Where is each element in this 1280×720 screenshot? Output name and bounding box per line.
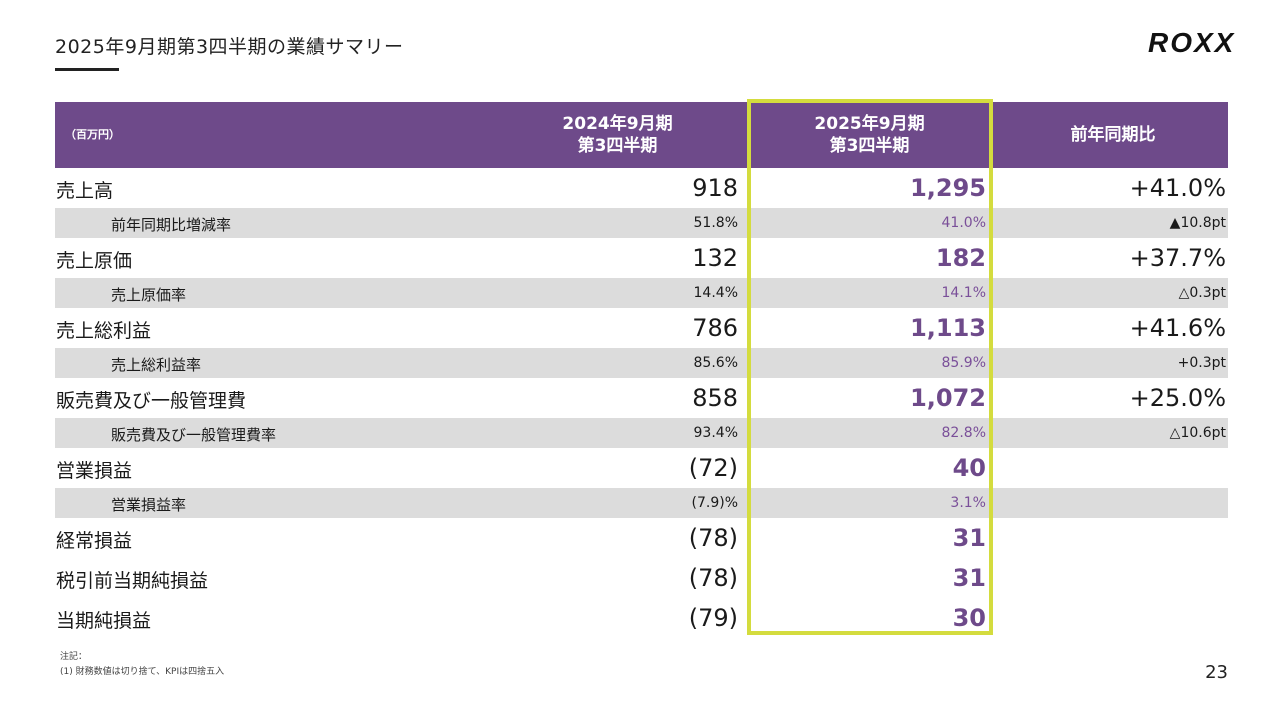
current-value: 31 bbox=[952, 524, 986, 552]
current-value: 82.8% bbox=[941, 425, 986, 441]
row-label: 売上原価率 bbox=[111, 286, 187, 304]
row-label: 営業損益 bbox=[56, 460, 133, 482]
header-yoy: 前年同期比 bbox=[1070, 125, 1156, 145]
row-label: 販売費及び一般管理費 bbox=[56, 390, 247, 412]
row-label: 売上総利益率 bbox=[111, 356, 202, 374]
prev-value: (79) bbox=[688, 604, 738, 632]
current-value: 41.0% bbox=[941, 215, 986, 231]
current-value: 30 bbox=[952, 604, 986, 632]
yoy-value: +41.6% bbox=[1129, 314, 1226, 342]
notes-text: (1) 財務数値は切り捨て、KPIは四捨五入 bbox=[60, 667, 225, 677]
header-prev-year: 2024年9月期 bbox=[562, 114, 673, 134]
current-value: 14.1% bbox=[941, 285, 986, 301]
row-label: 経常損益 bbox=[56, 530, 133, 552]
current-value: 40 bbox=[952, 454, 986, 482]
table-row: 売上総利益 786 1,113 +41.6% bbox=[55, 308, 1228, 348]
current-value: 1,072 bbox=[910, 384, 986, 412]
notes: 注記： (1) 財務数値は切り捨て、KPIは四捨五入 bbox=[60, 650, 224, 680]
current-value: 182 bbox=[935, 244, 986, 272]
prev-value: 858 bbox=[692, 384, 738, 412]
row-label: 当期純損益 bbox=[56, 610, 152, 632]
row-label: 販売費及び一般管理費率 bbox=[111, 426, 277, 444]
prev-value: (78) bbox=[688, 524, 738, 552]
table-row: 当期純損益 (79) 30 bbox=[55, 598, 1228, 638]
yoy-value: △10.6pt bbox=[1169, 425, 1226, 441]
row-label: 売上原価 bbox=[56, 250, 133, 272]
row-label: 売上高 bbox=[56, 180, 114, 202]
prev-value: (72) bbox=[688, 454, 738, 482]
prev-value: 93.4% bbox=[693, 425, 738, 441]
yoy-value: +37.7% bbox=[1129, 244, 1226, 272]
prev-value: 918 bbox=[692, 174, 738, 202]
current-value: 31 bbox=[952, 564, 986, 592]
yoy-value: ▲10.8pt bbox=[1169, 215, 1226, 231]
header-current-quarter: 第3四半期 bbox=[829, 136, 910, 156]
current-value: 1,113 bbox=[910, 314, 986, 342]
current-value: 3.1% bbox=[950, 495, 986, 511]
row-label: 営業損益率 bbox=[111, 496, 187, 514]
table-row: 販売費及び一般管理費 858 1,072 +25.0% bbox=[55, 378, 1228, 418]
prev-value: 132 bbox=[692, 244, 738, 272]
row-label: 税引前当期純損益 bbox=[56, 570, 209, 592]
yoy-value: +0.3pt bbox=[1177, 355, 1226, 371]
notes-heading: 注記： bbox=[60, 652, 88, 662]
prev-value: 786 bbox=[692, 314, 738, 342]
prev-value: (7.9)% bbox=[691, 495, 739, 511]
slide-title: 2025年9月期第3四半期の業績サマリー bbox=[55, 36, 404, 58]
title-underline bbox=[55, 68, 119, 71]
table-subrow: 売上原価率 14.4% 14.1% △0.3pt bbox=[55, 278, 1228, 308]
header-current-period: 2025年9月期 第3四半期 bbox=[747, 102, 992, 168]
prev-value: 85.6% bbox=[693, 355, 738, 371]
yoy-value: △0.3pt bbox=[1178, 285, 1226, 301]
table-subrow: 販売費及び一般管理費率 93.4% 82.8% △10.6pt bbox=[55, 418, 1228, 448]
prev-value: 14.4% bbox=[693, 285, 738, 301]
table-row: 経常損益 (78) 31 bbox=[55, 518, 1228, 558]
yoy-value: +41.0% bbox=[1129, 174, 1226, 202]
table-header: （百万円） 2024年9月期 第3四半期 2025年9月期 第3四半期 前年同期… bbox=[55, 102, 1228, 168]
table-subrow: 売上総利益率 85.6% 85.9% +0.3pt bbox=[55, 348, 1228, 378]
header-current-year: 2025年9月期 bbox=[814, 114, 925, 134]
roxx-logo: ROXX bbox=[1148, 27, 1236, 58]
table-row: 営業損益 (72) 40 bbox=[55, 448, 1228, 488]
prev-value: (78) bbox=[688, 564, 738, 592]
row-label: 売上総利益 bbox=[56, 320, 152, 342]
table-row: 売上原価 132 182 +37.7% bbox=[55, 238, 1228, 278]
header-prev-quarter: 第3四半期 bbox=[577, 136, 658, 156]
row-label: 前年同期比増減率 bbox=[111, 216, 232, 234]
current-value: 85.9% bbox=[941, 355, 986, 371]
table-subrow: 前年同期比増減率 51.8% 41.0% ▲10.8pt bbox=[55, 208, 1228, 238]
page-number: 23 bbox=[1205, 662, 1228, 683]
prev-value: 51.8% bbox=[693, 215, 738, 231]
header-prev-period: 2024年9月期 第3四半期 bbox=[495, 102, 740, 168]
current-value: 1,295 bbox=[910, 174, 986, 202]
results-summary-table: （百万円） 2024年9月期 第3四半期 2025年9月期 第3四半期 前年同期… bbox=[55, 102, 1228, 638]
table-body: 売上高 918 1,295 +41.0% 前年同期比増減率 51.8% 41.0% ▲10.8… bbox=[55, 168, 1228, 638]
table-row: 税引前当期純損益 (78) 31 bbox=[55, 558, 1228, 598]
table-row: 売上高 918 1,295 +41.0% bbox=[55, 168, 1228, 208]
table-subrow: 営業損益率 (7.9)% 3.1% bbox=[55, 488, 1228, 518]
unit-label: （百万円） bbox=[65, 128, 120, 141]
yoy-value: +25.0% bbox=[1129, 384, 1226, 412]
